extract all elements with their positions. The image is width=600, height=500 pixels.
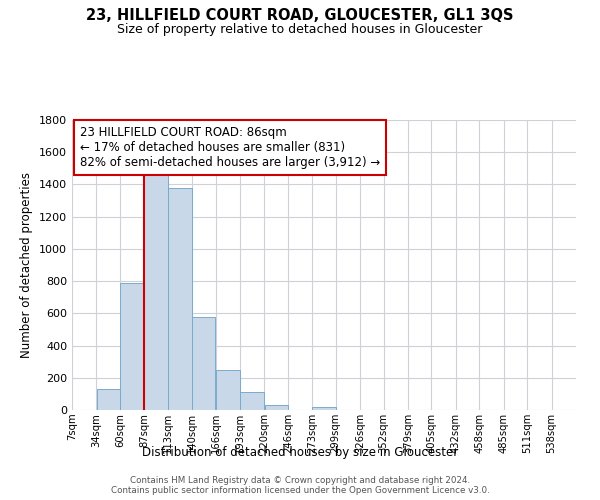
Bar — [97, 389, 119, 410]
Bar — [168, 188, 192, 410]
Y-axis label: Number of detached properties: Number of detached properties — [20, 172, 34, 358]
Bar — [145, 173, 167, 410]
Text: 23 HILLFIELD COURT ROAD: 86sqm
← 17% of detached houses are smaller (831)
82% of: 23 HILLFIELD COURT ROAD: 86sqm ← 17% of … — [80, 126, 380, 169]
Text: Size of property relative to detached houses in Gloucester: Size of property relative to detached ho… — [118, 22, 482, 36]
Bar — [240, 392, 264, 410]
Bar — [120, 282, 144, 410]
Text: 23, HILLFIELD COURT ROAD, GLOUCESTER, GL1 3QS: 23, HILLFIELD COURT ROAD, GLOUCESTER, GL… — [86, 8, 514, 22]
Text: Contains HM Land Registry data © Crown copyright and database right 2024.
Contai: Contains HM Land Registry data © Crown c… — [110, 476, 490, 495]
Bar — [265, 405, 287, 410]
Bar — [313, 407, 335, 410]
Text: Distribution of detached houses by size in Gloucester: Distribution of detached houses by size … — [142, 446, 458, 459]
Bar — [216, 370, 240, 410]
Bar — [193, 318, 215, 410]
